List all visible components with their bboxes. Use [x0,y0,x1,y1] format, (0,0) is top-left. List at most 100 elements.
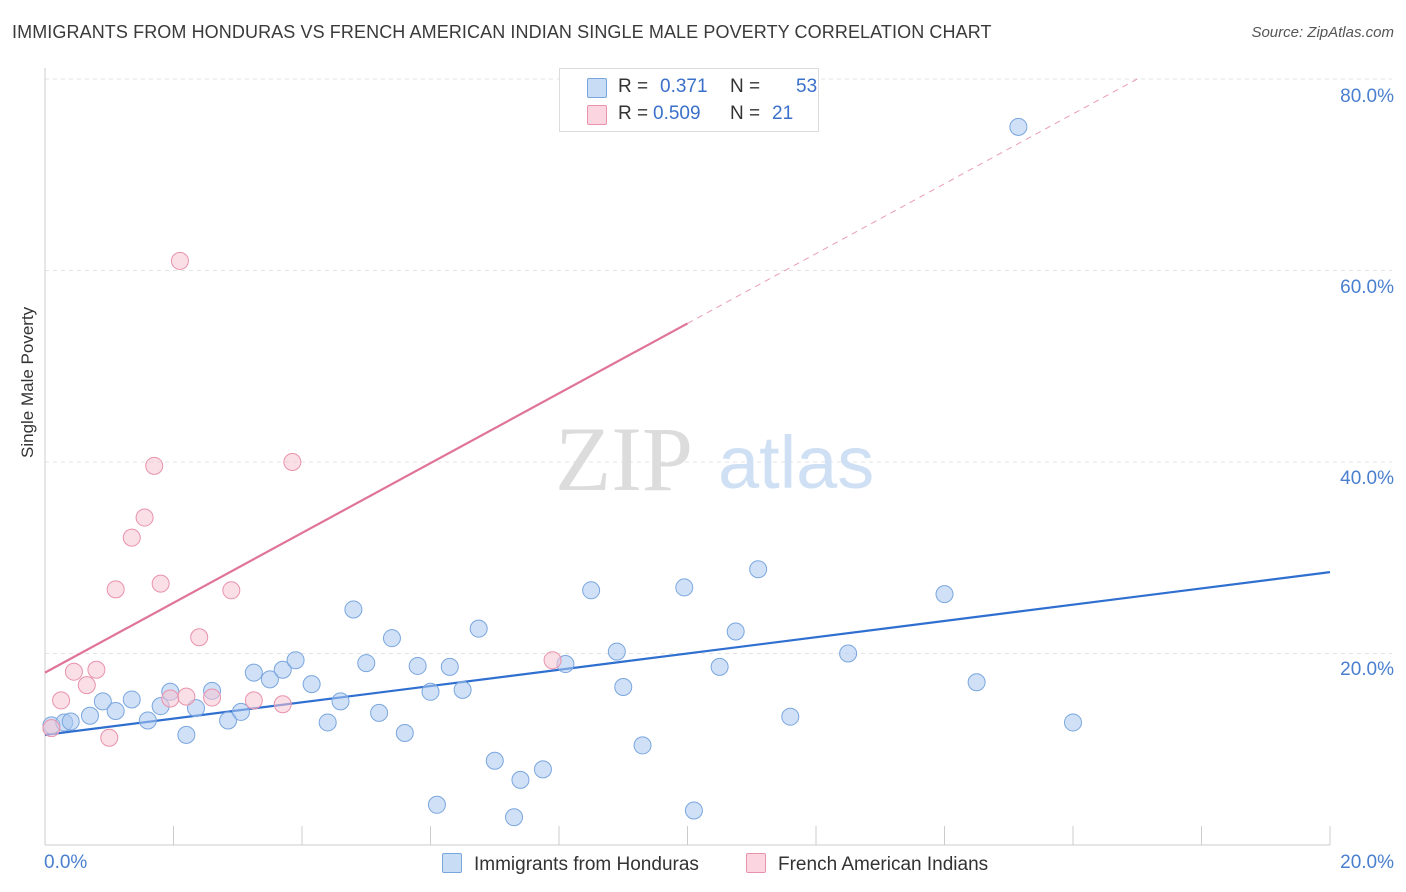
data-point-series-0 [675,578,694,597]
data-point-series-1 [52,691,71,710]
legend-swatch-honduras [587,78,607,98]
data-point-series-1 [87,660,106,679]
y-tick-label-40: 40.0% [1340,468,1394,489]
data-point-series-0 [370,703,389,722]
data-point-series-0 [260,670,279,689]
data-point-series-0 [839,644,858,663]
data-point-series-0 [357,654,376,673]
data-point-series-0 [408,656,427,675]
data-point-series-0 [749,560,768,579]
data-point-series-0 [186,699,205,718]
data-point-series-1 [203,688,222,707]
y-axis-label: Single Male Poverty [18,306,37,458]
data-point-series-1 [170,251,189,270]
legend-r-label: R = [618,103,649,124]
data-point-series-0 [935,585,954,604]
data-point-series-0 [80,706,99,725]
data-point-series-0 [967,673,986,692]
data-point-series-0 [318,713,337,732]
series-name-french-american-indians: French American Indians [778,854,989,875]
data-point-series-0 [1009,117,1028,136]
data-point-series-1 [161,689,180,708]
data-point-series-0 [344,600,363,619]
data-point-series-0 [219,711,238,730]
x-tick-label-max: 20.0% [1340,852,1394,873]
x-tick-label-min: 0.0% [44,852,88,873]
data-point-series-1 [190,628,209,647]
data-point-series-1 [77,676,96,695]
legend-n-value: 21 [772,103,794,124]
data-point-series-0 [614,678,633,697]
axes [44,68,1331,846]
data-point-series-0 [607,642,626,661]
trend-line-series-0 [44,571,1331,736]
y-tick-label-20: 20.0% [1340,659,1394,680]
data-point-series-1 [145,456,164,475]
data-point-series-0 [427,795,446,814]
data-point-series-0 [138,711,157,730]
data-point-series-1 [122,528,141,547]
data-point-series-1 [106,580,125,599]
data-point-series-0 [533,760,552,779]
legend-n-label: N = [730,76,761,97]
series-name-honduras: Immigrants from Honduras [474,854,699,875]
data-point-series-0 [511,770,530,789]
data-point-series-0 [106,701,125,720]
stats-legend: R = 0.371 N = 53 R = 0.509 N = 21 [559,68,819,132]
data-points [42,117,1082,827]
data-point-series-0 [382,629,401,648]
data-point-series-1 [64,662,83,681]
source-label: Source: ZipAtlas.com [1251,24,1394,41]
data-point-series-1 [244,691,263,710]
data-point-series-0 [122,690,141,709]
data-point-series-1 [135,508,154,527]
trend-lines [44,78,1331,736]
legend-row-french-american-indians: R = 0.509 N = 21 [560,101,818,127]
data-point-series-0 [485,751,504,770]
data-point-series-0 [684,801,703,820]
data-point-series-0 [286,651,305,670]
legend-n-value: 53 [796,76,818,97]
data-point-series-0 [453,680,472,699]
data-point-series-0 [395,723,414,742]
watermark-atlas: atlas [718,421,874,504]
data-point-series-0 [469,619,488,638]
series-swatch-honduras [442,853,462,873]
data-point-series-1 [273,695,292,714]
series-legend-honduras: Immigrants from Honduras [442,853,699,876]
legend-r-value: 0.509 [653,103,701,124]
data-point-series-1 [283,453,302,471]
data-point-series-0 [421,682,440,701]
trend-line-series-1 [44,322,689,674]
data-point-series-1 [100,728,119,747]
data-point-series-0 [244,663,263,682]
data-point-series-0 [93,692,112,711]
data-point-series-1 [177,687,196,706]
legend-row-honduras: R = 0.371 N = 53 [560,74,818,100]
data-point-series-0 [781,707,800,726]
trend-line-extension-series-1 [687,78,1138,324]
data-point-series-1 [151,574,170,593]
y-tick-label-60: 60.0% [1340,277,1394,298]
data-point-series-0 [273,660,292,679]
data-point-series-0 [302,675,321,694]
data-point-series-0 [582,581,601,600]
legend-r-label: R = [618,76,649,97]
data-point-series-0 [710,657,729,676]
data-point-series-0 [1064,713,1082,732]
data-point-series-0 [505,808,524,827]
y-tick-label-80: 80.0% [1340,86,1394,107]
data-point-series-1 [42,719,61,738]
legend-swatch-french-american-indians [587,105,607,125]
data-point-series-0 [231,702,250,721]
legend-n-label: N = [730,103,761,124]
data-point-series-0 [331,692,350,711]
grid-lines [45,78,1392,654]
watermark-zip: ZIP [555,408,693,510]
data-point-series-0 [726,622,745,641]
data-point-series-1 [543,651,562,670]
data-point-series-0 [440,657,459,676]
chart-title: IMMIGRANTS FROM HONDURAS VS FRENCH AMERI… [12,22,992,42]
legend-r-value: 0.371 [660,76,708,97]
data-point-series-0 [177,725,196,744]
